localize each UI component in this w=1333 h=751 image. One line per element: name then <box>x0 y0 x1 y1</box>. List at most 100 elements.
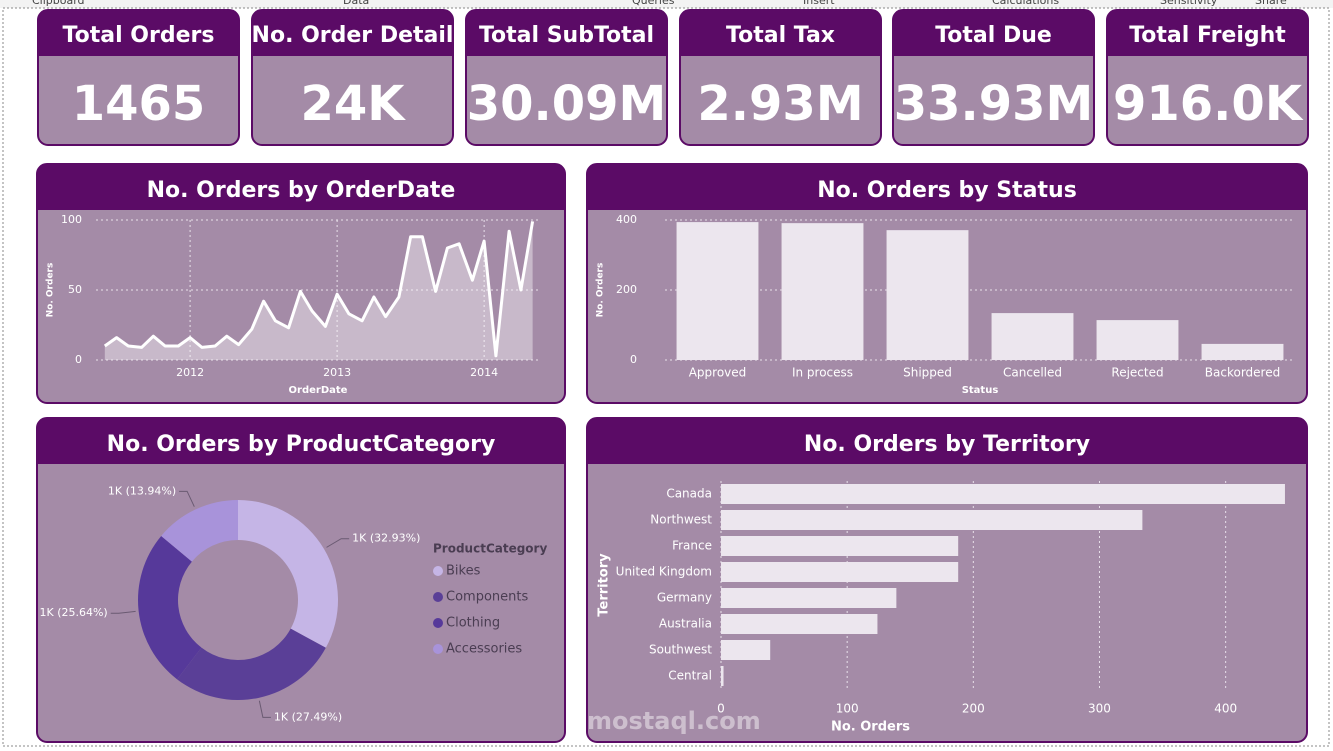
bar <box>721 588 897 608</box>
card-title: Total Orders <box>63 23 215 48</box>
card-header <box>680 36 881 56</box>
y-tick-label: Australia <box>659 617 712 631</box>
card-header <box>38 36 239 56</box>
card-header <box>893 36 1094 56</box>
card-header <box>466 36 667 56</box>
data-label: 1K (13.94%) <box>108 484 176 497</box>
x-tick-label: Shipped <box>903 366 952 380</box>
x-tick-label: In process <box>792 366 853 380</box>
x-tick-label: 200 <box>962 702 985 716</box>
bar <box>721 562 959 582</box>
line <box>103 221 535 358</box>
watermark: mostaql.com <box>587 707 761 735</box>
y-tick-label: Northwest <box>650 513 712 527</box>
ribbon-label: Clipboard <box>32 0 85 7</box>
card-title: No. Order Detail <box>252 23 454 48</box>
legend-label: Clothing <box>446 616 500 631</box>
leader-line <box>110 610 136 614</box>
x-axis-label: OrderDate <box>289 385 348 396</box>
x-tick-label: 300 <box>1088 702 1111 716</box>
bar <box>721 484 1285 504</box>
legend-label: Accessories <box>446 642 522 657</box>
card-value: 1465 <box>72 76 206 132</box>
bar <box>721 666 724 686</box>
bar <box>1096 320 1179 360</box>
y-tick-label: 50 <box>68 283 82 296</box>
bar <box>721 510 1143 530</box>
chart-header <box>37 444 565 464</box>
y-tick-label: Germany <box>657 591 712 605</box>
ribbon-label: Queries <box>632 0 675 7</box>
card-title: Total Freight <box>1129 23 1286 48</box>
y-tick-label: Central <box>668 669 712 683</box>
x-tick-label: Approved <box>689 366 747 380</box>
leader-line <box>179 490 195 507</box>
card-title: Total Tax <box>726 23 835 48</box>
leader-line <box>258 700 271 718</box>
ribbon-label: Data <box>343 0 369 7</box>
card-header <box>252 36 453 56</box>
y-tick-label: Canada <box>666 487 712 501</box>
x-axis-label: Status <box>962 385 999 396</box>
bar <box>721 536 959 556</box>
x-tick-label: Cancelled <box>1003 366 1062 380</box>
bar <box>991 313 1074 360</box>
ribbon-label: Share <box>1255 0 1287 7</box>
x-tick-label: Rejected <box>1111 366 1163 380</box>
x-tick-label: 2014 <box>470 366 498 379</box>
y-axis-label: No. Orders <box>596 263 606 318</box>
legend-label: Bikes <box>446 564 481 579</box>
leader-line <box>326 538 350 548</box>
bar <box>1201 343 1284 360</box>
legend-swatch <box>433 592 443 602</box>
chart-title: No. Orders by OrderDate <box>147 178 456 203</box>
legend-label: Components <box>446 590 528 605</box>
y-axis-label: No. Orders <box>46 263 56 318</box>
x-tick-label: 100 <box>836 702 859 716</box>
legend-title: ProductCategory <box>433 542 547 556</box>
card-value: 30.09M <box>467 76 667 132</box>
x-tick-label: 400 <box>1214 702 1237 716</box>
y-axis-label: Territory <box>597 553 612 617</box>
chart-header <box>37 190 565 210</box>
bar <box>676 222 759 360</box>
data-label: 1K (25.64%) <box>39 606 107 619</box>
ribbon-label: Sensitivity <box>1160 0 1218 7</box>
chart-header <box>587 444 1307 464</box>
bar <box>721 614 878 634</box>
card-value: 2.93M <box>697 76 863 132</box>
y-tick-label: 200 <box>616 283 637 296</box>
x-tick-label: 0 <box>717 702 725 716</box>
x-tick-label: 2012 <box>176 366 204 379</box>
pie-slice <box>177 628 326 701</box>
card-title: Total SubTotal <box>479 23 654 48</box>
y-tick-label: United Kingdom <box>616 565 712 579</box>
x-axis-label: No. Orders <box>831 720 910 735</box>
card-value: 24K <box>301 76 407 132</box>
card-value: 33.93M <box>894 76 1094 132</box>
legend-swatch <box>433 566 443 576</box>
chart-title: No. Orders by ProductCategory <box>107 432 496 457</box>
bar <box>886 230 969 360</box>
y-tick-label: Southwest <box>649 643 712 657</box>
pie-slice <box>161 500 238 562</box>
legend-swatch <box>433 618 443 628</box>
pie-slice <box>238 500 339 648</box>
card-value: 916.0K <box>1113 76 1304 132</box>
y-tick-label: 100 <box>61 213 82 226</box>
pie-slice <box>138 535 202 680</box>
y-tick-label: 0 <box>75 353 82 366</box>
legend-swatch <box>433 644 443 654</box>
chart-header <box>587 190 1307 210</box>
x-tick-label: Backordered <box>1205 366 1280 380</box>
ribbon-bar <box>0 0 1333 8</box>
y-tick-label: 400 <box>616 213 637 226</box>
x-tick-label: 2013 <box>323 366 351 379</box>
chart-title: No. Orders by Status <box>817 178 1077 203</box>
ribbon-label: Insert <box>803 0 835 7</box>
ribbon-label: Calculations <box>992 0 1059 7</box>
y-tick-label: 0 <box>630 353 637 366</box>
data-label: 1K (27.49%) <box>274 710 342 723</box>
y-tick-label: France <box>672 539 712 553</box>
